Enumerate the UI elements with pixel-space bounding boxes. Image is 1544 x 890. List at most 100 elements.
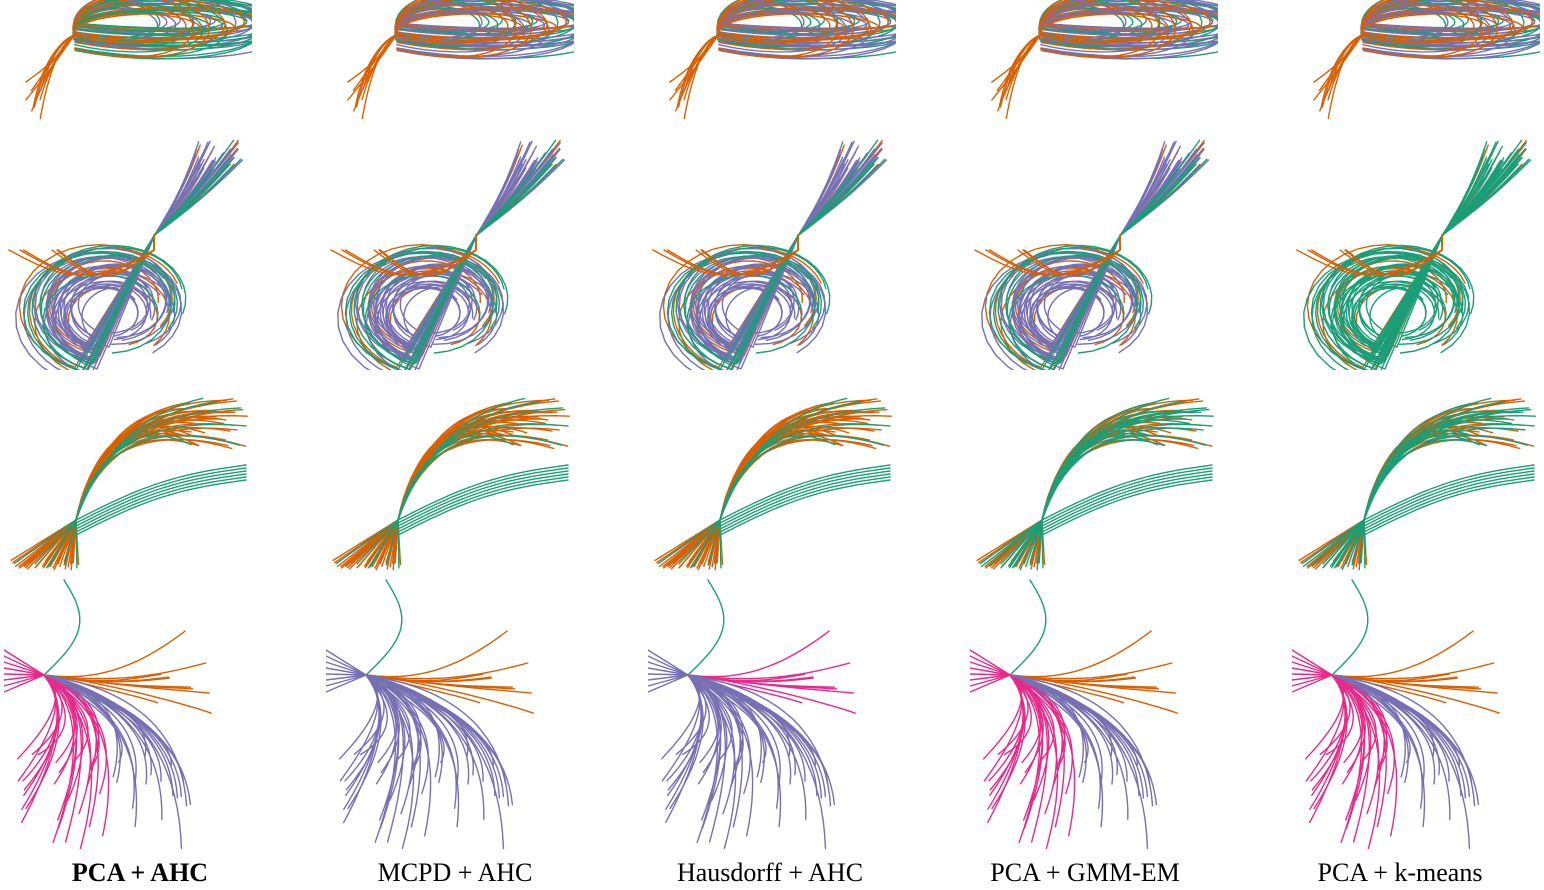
trajectory-curve (4, 674, 45, 681)
trajectory-curve (365, 674, 400, 829)
trajectory-curve (1009, 630, 1152, 678)
trajectory-panel (4, 130, 252, 370)
trajectory-curve (72, 12, 203, 43)
trajectory-curve (352, 34, 397, 92)
trajectory-curve (687, 674, 827, 798)
trajectory-curve (344, 674, 381, 782)
trajectory-curve (1292, 649, 1333, 676)
trajectory-curve (1009, 674, 1041, 785)
trajectory-curve (1306, 421, 1483, 568)
trajectory-curve (648, 674, 689, 693)
trajectory-panel (4, 0, 252, 130)
trajectory-curve (22, 674, 59, 782)
trajectory-curve (72, 0, 195, 58)
trajectory-curve (1360, 13, 1524, 39)
trajectory-curve (992, 169, 1179, 370)
trajectory-curve (1363, 470, 1535, 527)
trajectory-curve (43, 674, 163, 820)
trajectory-curve (683, 145, 859, 355)
trajectory-curve (326, 649, 367, 676)
trajectory-curve (1360, 12, 1491, 43)
trajectory-curve (979, 423, 1213, 565)
trajectory-curve (687, 674, 743, 828)
trajectory-curve (1041, 464, 1213, 521)
trajectory-curve (43, 674, 123, 764)
trajectory-plot (4, 579, 212, 850)
trajectory-curve (1000, 401, 1183, 565)
trajectory-curve (26, 169, 213, 370)
trajectory-curve (365, 630, 508, 678)
trajectory-curve (719, 473, 891, 530)
trajectory-curve (397, 464, 569, 521)
trajectory-curve (63, 140, 211, 349)
trajectory-curve (1038, 2, 1218, 44)
trajectory-curve (4, 661, 45, 676)
trajectory-curve (1311, 148, 1520, 370)
trajectory-curve (648, 673, 689, 676)
trajectory-curve (976, 429, 1158, 562)
trajectory-curve (700, 234, 799, 276)
trajectory-curve (1331, 674, 1371, 843)
trajectory-curve (1036, 427, 1204, 571)
trajectory-curve (1355, 434, 1535, 568)
trajectory-plot (1292, 579, 1500, 850)
trajectory-curve (716, 0, 855, 59)
trajectory-curve (326, 673, 367, 676)
trajectory-curve (667, 148, 876, 370)
trajectory-curve (1318, 34, 1363, 92)
trajectory-curve (1011, 154, 1198, 364)
trajectory-curve (1292, 667, 1333, 676)
trajectory-curve (1360, 0, 1499, 59)
trajectory-curve (1005, 158, 1208, 365)
trajectory-curve (1327, 34, 1363, 101)
trajectory-curve (1009, 674, 1089, 764)
trajectory-curve (1305, 674, 1345, 782)
trajectory-curve (397, 470, 569, 527)
trajectory-curve (1009, 674, 1149, 850)
trajectory-curve (365, 674, 505, 850)
trajectory-curve (43, 674, 99, 828)
trajectory-curve (43, 674, 210, 694)
trajectory-curve (1029, 140, 1177, 349)
trajectory-curve (385, 140, 533, 349)
trajectory-curve (683, 158, 886, 365)
trajectory-curve (1009, 674, 1149, 798)
trajectory-curve (72, 0, 211, 59)
trajectory-curve (996, 34, 1041, 92)
trajectory-curve (1309, 674, 1346, 810)
trajectory-curve (1041, 470, 1213, 527)
trajectory-curve (365, 674, 510, 807)
trajectory-curve (43, 674, 108, 795)
trajectory-curve (326, 674, 367, 693)
trajectory-plot (330, 139, 566, 370)
trajectory-curve (716, 6, 896, 32)
trajectory-curve (687, 579, 725, 676)
trajectory-curve (330, 234, 477, 276)
trajectory-curve (1031, 167, 1171, 349)
trajectory-curve (716, 2, 896, 44)
trajectory-panel (970, 370, 1218, 575)
trajectory-curve (689, 154, 876, 364)
trajectory-curve (989, 148, 1198, 370)
trajectory-panel (326, 0, 574, 130)
trajectory-curve (365, 674, 505, 798)
trajectory-curve (326, 674, 367, 687)
trajectory-curve (43, 579, 81, 676)
trajectory-curve (75, 470, 247, 527)
column-caption-pca-gmm-em: PCA + GMM-EM (990, 858, 1180, 887)
trajectory-curve (1331, 674, 1387, 828)
trajectory-curve (1331, 674, 1396, 795)
trajectory-curve (648, 674, 689, 687)
trajectory-curve (17, 674, 57, 782)
trajectory-curve (716, 13, 880, 39)
trajectory-curve (687, 674, 782, 828)
trajectory-plot (8, 139, 244, 370)
trajectory-curve (397, 479, 569, 536)
trajectory-curve (1331, 674, 1451, 820)
trajectory-curve (332, 429, 514, 562)
trajectory-curve (1292, 655, 1333, 676)
trajectory-curve (714, 427, 882, 571)
trajectory-panel (648, 0, 896, 130)
trajectory-curve (719, 435, 885, 569)
trajectory-curve (687, 630, 830, 678)
